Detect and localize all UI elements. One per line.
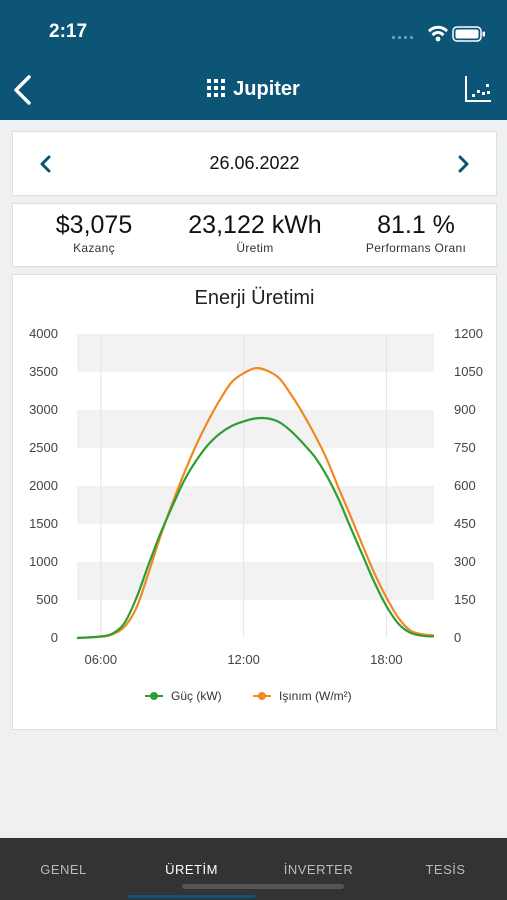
kpi-value: 81.1 % bbox=[377, 211, 455, 239]
kpi-label: Üretim bbox=[236, 241, 274, 255]
x-tick-label: 06:00 bbox=[85, 652, 118, 667]
grid-band bbox=[77, 410, 434, 448]
series-line-irradiance bbox=[76, 367, 435, 640]
back-icon[interactable] bbox=[10, 73, 36, 107]
prev-date-icon[interactable] bbox=[34, 152, 58, 176]
scatter-chart-icon[interactable] bbox=[463, 74, 493, 104]
y-right-tick-label: 1200 bbox=[454, 326, 483, 341]
kpi-value: 23,122 kWh bbox=[188, 211, 322, 239]
y-right-tick-label: 750 bbox=[454, 440, 476, 455]
y-left-tick-label: 1000 bbox=[29, 554, 58, 569]
bottom-tab-bar: GENEL ÜRETİM İNVERTER TESİS bbox=[0, 838, 507, 900]
y-left-tick-label: 0 bbox=[51, 630, 58, 645]
y-right-tick-label: 0 bbox=[454, 630, 461, 645]
series-line-power bbox=[76, 416, 435, 640]
legend-marker bbox=[150, 692, 158, 700]
tab-genel[interactable]: GENEL bbox=[40, 862, 87, 877]
legend-item[interactable]: Güç (kW) bbox=[145, 689, 222, 703]
y-left-tick-label: 4000 bbox=[29, 326, 58, 341]
next-date-icon[interactable] bbox=[451, 152, 475, 176]
app-header: 2:17 Jup bbox=[0, 0, 507, 120]
kpi-summary: $3,075 Kazanç 23,122 kWh Üretim 81.1 % P… bbox=[12, 203, 497, 267]
selected-date[interactable]: 26.06.2022 bbox=[209, 153, 300, 173]
grid-icon bbox=[207, 79, 226, 97]
wifi-icon bbox=[428, 25, 448, 42]
status-time: 2:17 bbox=[49, 21, 88, 42]
page-title-wrap[interactable]: Jupiter bbox=[0, 78, 507, 101]
grid-band bbox=[77, 486, 434, 524]
date-selector: 26.06.2022 bbox=[12, 131, 497, 196]
tab-uretim[interactable]: ÜRETİM bbox=[165, 862, 218, 877]
page-title: Jupiter bbox=[233, 78, 300, 100]
grid-band bbox=[77, 334, 434, 372]
kpi-earnings: $3,075 Kazanç bbox=[13, 211, 175, 255]
tab-tesis[interactable]: TESİS bbox=[425, 862, 466, 877]
y-right-tick-label: 150 bbox=[454, 592, 476, 607]
legend-marker bbox=[258, 692, 266, 700]
y-left-tick-label: 3000 bbox=[29, 402, 58, 417]
y-right-tick-label: 300 bbox=[454, 554, 476, 569]
y-left-tick-label: 500 bbox=[36, 592, 58, 607]
kpi-performance-ratio: 81.1 % Performans Oranı bbox=[335, 211, 497, 255]
kpi-value: $3,075 bbox=[55, 211, 133, 239]
energy-chart-card: Enerji Üretimi 0 500 1000 1500 2000 2500 3000 3… bbox=[12, 274, 497, 730]
y-right-tick-label: 900 bbox=[454, 402, 476, 417]
y-left-tick-label: 2000 bbox=[29, 478, 58, 493]
kpi-label: Performans Oranı bbox=[365, 241, 467, 255]
legend-label: Güç (kW) bbox=[171, 689, 222, 703]
x-tick-label: 18:00 bbox=[370, 652, 403, 667]
y-left-tick-label: 2500 bbox=[29, 440, 58, 455]
home-indicator[interactable] bbox=[182, 884, 344, 889]
battery-icon bbox=[452, 26, 485, 42]
tab-inverter[interactable]: İNVERTER bbox=[283, 862, 354, 877]
legend-item[interactable]: Işınım (W/m²) bbox=[253, 689, 352, 703]
status-icons bbox=[387, 22, 487, 49]
energy-chart: 0 500 1000 1500 2000 2500 3000 3500 4000 0 150 300 4… bbox=[29, 326, 483, 703]
x-tick-label: 12:00 bbox=[227, 652, 260, 667]
kpi-production: 23,122 kWh Üretim bbox=[174, 211, 336, 255]
y-left-tick-label: 1500 bbox=[29, 516, 58, 531]
y-right-tick-label: 450 bbox=[454, 516, 476, 531]
chart-title: Enerji Üretimi bbox=[194, 287, 315, 309]
y-left-tick-label: 3500 bbox=[29, 364, 58, 379]
active-tab-indicator bbox=[128, 895, 255, 898]
kpi-label: Kazanç bbox=[73, 241, 115, 255]
signal-icon bbox=[392, 36, 413, 39]
legend-label: Işınım (W/m²) bbox=[279, 689, 352, 703]
y-right-tick-label: 600 bbox=[454, 478, 476, 493]
y-right-tick-label: 1050 bbox=[454, 364, 483, 379]
